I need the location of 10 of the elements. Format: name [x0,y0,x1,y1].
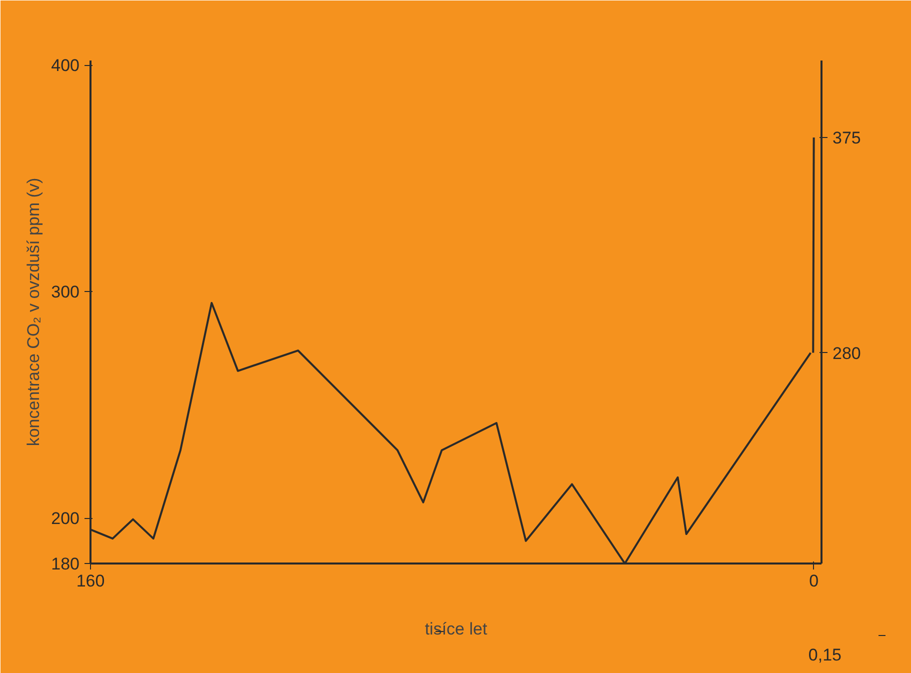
y2-tick-label: 280 [832,344,861,363]
y-tick-label: 400 [51,56,80,76]
y-tick-label: 200 [51,509,80,528]
x-tick-label: 160 [76,572,105,590]
x-tick-label: 0 [809,572,819,590]
text: 0,15 [808,646,842,664]
y-tick-label: 180 [51,554,80,574]
y-axis-title: koncentrace CO₂ v ovzduší ppm (v) [24,178,44,446]
y-tick-label: 300 [51,282,80,302]
y2-tick-label: 375 [832,128,861,148]
